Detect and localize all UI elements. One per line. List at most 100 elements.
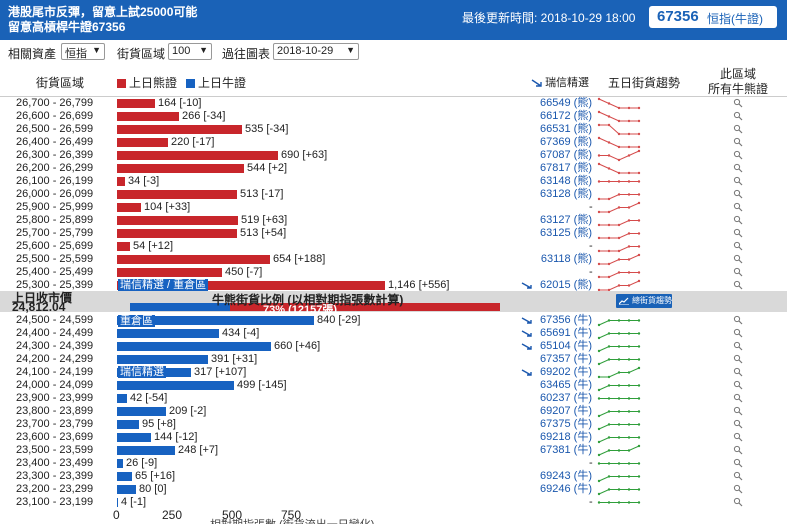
five-day-trend-sparkline[interactable] (597, 418, 641, 431)
bear-bar[interactable] (117, 242, 130, 251)
magnifier-icon[interactable] (733, 445, 743, 455)
ruixin-cbbc-link[interactable]: 67356 (牛) (540, 314, 592, 326)
jump-arrow-icon[interactable] (521, 369, 532, 376)
magnifier-icon[interactable] (733, 419, 743, 429)
bear-bar[interactable] (117, 255, 270, 264)
bull-bar[interactable] (117, 407, 166, 416)
bear-bar[interactable] (117, 268, 222, 277)
five-day-trend-sparkline[interactable] (597, 457, 641, 470)
magnifier-icon[interactable] (733, 124, 743, 134)
bull-bar[interactable] (117, 459, 123, 468)
jump-arrow-icon[interactable] (521, 343, 532, 350)
ruixin-cbbc-link[interactable]: 67375 (牛) (540, 418, 592, 430)
bull-bar[interactable] (117, 485, 136, 494)
five-day-trend-sparkline[interactable] (597, 136, 641, 149)
five-day-trend-sparkline[interactable] (597, 110, 641, 123)
ruixin-cbbc-link[interactable]: 67357 (牛) (540, 353, 592, 365)
magnifier-icon[interactable] (733, 215, 743, 225)
jump-arrow-icon[interactable] (521, 282, 532, 289)
magnifier-icon[interactable] (733, 280, 743, 290)
five-day-trend-sparkline[interactable] (597, 483, 641, 496)
five-day-trend-sparkline[interactable] (597, 353, 641, 366)
headline-line1[interactable]: 港股尾市反彈，留意上試25000可能 (8, 5, 198, 19)
total-trend-button[interactable]: 總街貨趨勢 (616, 294, 672, 308)
magnifier-icon[interactable] (733, 111, 743, 121)
magnifier-icon[interactable] (733, 267, 743, 277)
five-day-trend-sparkline[interactable] (597, 444, 641, 457)
magnifier-icon[interactable] (733, 406, 743, 416)
bear-bar[interactable] (117, 177, 125, 186)
ruixin-cbbc-link[interactable]: 62015 (熊) (540, 279, 592, 291)
bull-bar[interactable] (117, 420, 139, 429)
bear-bar[interactable] (117, 203, 141, 212)
bear-bar[interactable] (117, 190, 237, 199)
magnifier-icon[interactable] (733, 254, 743, 264)
ruixin-cbbc-link[interactable]: 69243 (牛) (540, 470, 592, 482)
bull-bar[interactable] (117, 394, 127, 403)
magnifier-icon[interactable] (733, 367, 743, 377)
five-day-trend-sparkline[interactable] (597, 327, 641, 340)
magnifier-icon[interactable] (733, 354, 743, 364)
featured-warrant-type[interactable]: 恒指(牛證) (707, 12, 763, 26)
five-day-trend-sparkline[interactable] (597, 97, 641, 110)
five-day-trend-sparkline[interactable] (597, 227, 641, 240)
bull-bar[interactable] (117, 329, 219, 338)
five-day-trend-sparkline[interactable] (597, 392, 641, 405)
ruixin-cbbc-link[interactable]: 66549 (熊) (540, 97, 592, 109)
magnifier-icon[interactable] (733, 432, 743, 442)
ruixin-cbbc-link[interactable]: 63465 (牛) (540, 379, 592, 391)
magnifier-icon[interactable] (733, 241, 743, 251)
ruixin-cbbc-link[interactable]: 66172 (熊) (540, 110, 592, 122)
bear-bar[interactable] (117, 229, 237, 238)
magnifier-icon[interactable] (733, 471, 743, 481)
magnifier-icon[interactable] (733, 228, 743, 238)
jump-arrow-icon[interactable] (521, 330, 532, 337)
bear-bar[interactable] (117, 125, 242, 134)
ruixin-cbbc-link[interactable]: 65104 (牛) (540, 340, 592, 352)
ruixin-cbbc-link[interactable]: 69246 (牛) (540, 483, 592, 495)
magnifier-icon[interactable] (733, 458, 743, 468)
bear-bar[interactable] (117, 164, 244, 173)
bear-bar[interactable] (117, 138, 168, 147)
magnifier-icon[interactable] (733, 176, 743, 186)
bull-bar[interactable] (117, 433, 151, 442)
ruixin-cbbc-link[interactable]: 69207 (牛) (540, 405, 592, 417)
ruixin-cbbc-link[interactable]: 63125 (熊) (540, 227, 592, 239)
bull-bar[interactable] (117, 342, 271, 351)
past-chart-select[interactable]: 2018-10-29 ▼ (273, 43, 359, 60)
five-day-trend-sparkline[interactable] (597, 379, 641, 392)
five-day-trend-sparkline[interactable] (597, 496, 641, 509)
bear-bar[interactable] (117, 99, 155, 108)
ruixin-cbbc-link[interactable]: 66531 (熊) (540, 123, 592, 135)
magnifier-icon[interactable] (733, 150, 743, 160)
five-day-trend-sparkline[interactable] (597, 201, 641, 214)
magnifier-icon[interactable] (733, 98, 743, 108)
ruixin-cbbc-link[interactable]: 63127 (熊) (540, 214, 592, 226)
magnifier-icon[interactable] (733, 189, 743, 199)
ruixin-cbbc-link[interactable]: 65691 (牛) (540, 327, 592, 339)
magnifier-icon[interactable] (733, 380, 743, 390)
five-day-trend-sparkline[interactable] (597, 149, 641, 162)
headline[interactable]: 港股尾市反彈，留意上試25000可能 留意高槓桿牛證67356 (8, 5, 308, 35)
asset-select[interactable]: 恒指 ▼ (61, 43, 105, 60)
five-day-trend-sparkline[interactable] (597, 470, 641, 483)
ruixin-cbbc-link[interactable]: 69202 (牛) (540, 366, 592, 378)
bull-bar[interactable] (117, 316, 314, 325)
bull-bar[interactable] (117, 446, 175, 455)
five-day-trend-sparkline[interactable] (597, 175, 641, 188)
ruixin-cbbc-link[interactable]: 67087 (熊) (540, 149, 592, 161)
magnifier-icon[interactable] (733, 163, 743, 173)
five-day-trend-sparkline[interactable] (597, 314, 641, 327)
ruixin-cbbc-link[interactable]: 69218 (牛) (540, 431, 592, 443)
magnifier-icon[interactable] (733, 137, 743, 147)
five-day-trend-sparkline[interactable] (597, 240, 641, 253)
featured-warrant-badge[interactable]: 67356 恒指(牛證) (649, 6, 777, 28)
five-day-trend-sparkline[interactable] (597, 214, 641, 227)
bear-bar[interactable] (117, 151, 278, 160)
magnifier-icon[interactable] (733, 202, 743, 212)
magnifier-icon[interactable] (733, 497, 743, 507)
magnifier-icon[interactable] (733, 484, 743, 494)
magnifier-icon[interactable] (733, 315, 743, 325)
five-day-trend-sparkline[interactable] (597, 266, 641, 279)
ruixin-cbbc-link[interactable]: 67369 (熊) (540, 136, 592, 148)
